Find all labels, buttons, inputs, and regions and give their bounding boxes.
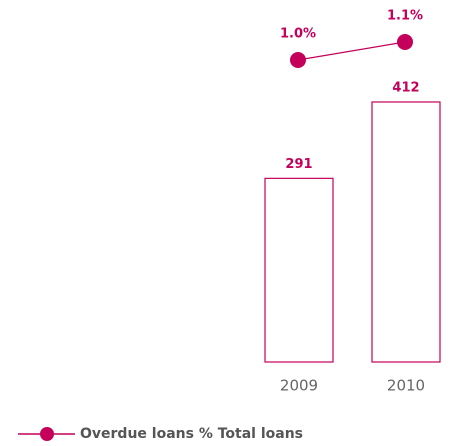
x-tick-label: 2009	[280, 377, 318, 395]
legend-label: Overdue loans % Total loans	[80, 426, 303, 442]
bar	[371, 101, 441, 363]
x-tick-label: 2010	[387, 377, 425, 395]
bar-value-label: 291	[285, 157, 312, 172]
line-value-label: 1.0%	[280, 27, 316, 42]
line-value-label: 1.1%	[387, 9, 423, 24]
bar-value-label: 412	[392, 80, 419, 95]
legend-marker	[40, 427, 54, 441]
line	[297, 41, 406, 61]
bar	[264, 177, 334, 363]
line-point	[290, 52, 306, 68]
line-point	[397, 34, 413, 50]
